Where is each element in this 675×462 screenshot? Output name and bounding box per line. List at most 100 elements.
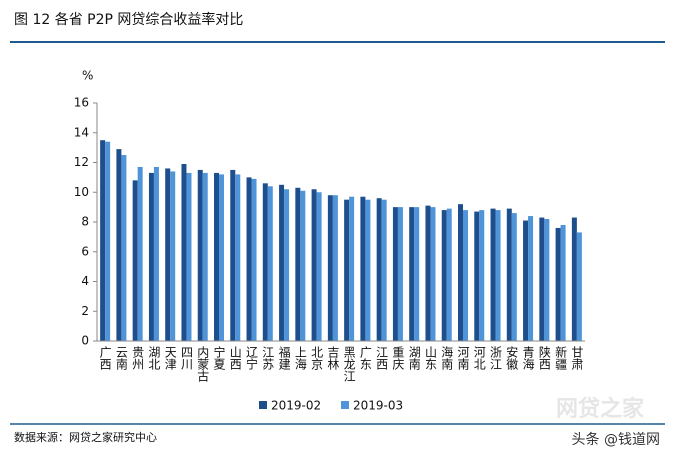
x-tick-label: 山西 bbox=[228, 346, 242, 370]
x-tick-label: 辽宁 bbox=[245, 346, 259, 370]
bar bbox=[251, 178, 257, 341]
x-tick-label: 陕西 bbox=[537, 345, 551, 370]
bar bbox=[479, 210, 485, 341]
y-tick-label: 4 bbox=[81, 274, 89, 288]
bar bbox=[430, 207, 436, 341]
bar bbox=[392, 207, 398, 341]
bar bbox=[555, 227, 561, 341]
bar bbox=[181, 163, 187, 341]
bar bbox=[495, 210, 501, 341]
bar bbox=[116, 149, 122, 341]
bar bbox=[474, 211, 480, 341]
bar bbox=[186, 172, 192, 341]
x-tick-label: 福建 bbox=[277, 345, 291, 371]
bar bbox=[279, 184, 285, 341]
bar bbox=[490, 208, 496, 341]
bar bbox=[409, 207, 415, 341]
bar bbox=[219, 174, 224, 341]
x-tick-label: 河南 bbox=[456, 346, 470, 370]
bar bbox=[153, 166, 159, 341]
bar bbox=[560, 224, 566, 341]
y-tick-label: 10 bbox=[74, 185, 89, 199]
bar bbox=[523, 220, 529, 341]
y-axis-label: % bbox=[82, 69, 93, 83]
bar bbox=[300, 190, 306, 341]
x-tick-label: 安徽 bbox=[505, 345, 519, 370]
x-tick-label: 北京 bbox=[310, 346, 324, 371]
bar bbox=[544, 219, 550, 341]
y-tick-label: 8 bbox=[81, 215, 89, 229]
bar bbox=[511, 213, 517, 341]
x-tick-label: 吉林 bbox=[326, 346, 340, 370]
x-tick-label: 海南 bbox=[440, 345, 454, 370]
bar bbox=[539, 217, 545, 341]
bar bbox=[441, 210, 447, 341]
x-tick-label: 甘肃 bbox=[570, 346, 584, 371]
y-tick-label: 0 bbox=[81, 334, 89, 348]
bar bbox=[165, 168, 171, 341]
bar bbox=[105, 141, 111, 341]
bar bbox=[284, 189, 290, 341]
watermark: 头条 @钱道网 bbox=[572, 431, 660, 448]
bar bbox=[446, 208, 452, 341]
bar bbox=[132, 180, 138, 341]
x-tick-label: 河北 bbox=[472, 346, 486, 371]
bar bbox=[463, 210, 468, 341]
legend-swatch bbox=[341, 401, 349, 409]
bar bbox=[100, 140, 106, 341]
bar bbox=[365, 199, 371, 341]
x-tick-label: 贵州 bbox=[131, 346, 145, 370]
bar bbox=[349, 196, 355, 341]
bar bbox=[381, 199, 387, 341]
x-tick-label: 江苏 bbox=[261, 346, 275, 370]
bar bbox=[414, 207, 420, 341]
x-tick-label: 新疆 bbox=[554, 345, 568, 370]
bar bbox=[246, 177, 252, 341]
x-tick-label: 重庆 bbox=[391, 346, 405, 370]
x-tick-label: 宁夏 bbox=[212, 345, 226, 370]
y-tick-label: 12 bbox=[74, 155, 89, 169]
bar bbox=[316, 192, 322, 341]
legend-label: 2019-03 bbox=[353, 399, 403, 413]
x-tick-label: 黑龙江 bbox=[342, 346, 356, 382]
bar bbox=[311, 189, 317, 341]
x-tick-label: 青海 bbox=[521, 346, 535, 370]
bar bbox=[262, 183, 268, 341]
legend-label: 2019-02 bbox=[271, 399, 321, 413]
x-tick-label: 江西 bbox=[375, 346, 389, 370]
bar bbox=[458, 204, 463, 341]
bar bbox=[571, 217, 577, 341]
watermark-logo: 网贷之家 bbox=[556, 396, 645, 422]
y-tick-label: 14 bbox=[74, 125, 89, 139]
source-note: 数据来源：网贷之家研究中心 bbox=[14, 430, 157, 444]
bar bbox=[425, 205, 431, 341]
bar bbox=[344, 199, 350, 341]
y-tick-label: 2 bbox=[81, 304, 89, 318]
x-tick-label: 山东 bbox=[423, 346, 437, 370]
bar bbox=[137, 166, 143, 341]
legend-swatch bbox=[259, 401, 267, 409]
x-tick-label: 湖南 bbox=[407, 345, 421, 370]
x-tick-label: 广西 bbox=[98, 346, 112, 370]
bar bbox=[295, 187, 301, 341]
bar bbox=[214, 172, 219, 341]
bar bbox=[360, 196, 366, 341]
bar bbox=[506, 208, 512, 341]
x-tick-label: 云南 bbox=[114, 346, 128, 370]
bar bbox=[121, 155, 127, 341]
bar bbox=[230, 169, 236, 341]
y-tick-label: 6 bbox=[81, 244, 89, 258]
x-tick-label: 内蒙古 bbox=[196, 346, 210, 382]
bar bbox=[148, 172, 154, 341]
bar bbox=[376, 198, 382, 341]
bar bbox=[528, 216, 534, 341]
bar bbox=[202, 172, 208, 341]
bar bbox=[170, 171, 176, 341]
chart-title: 图 12 各省 P2P 网贷综合收益率对比 bbox=[14, 11, 243, 28]
bar bbox=[235, 174, 241, 341]
bar bbox=[332, 195, 338, 341]
bar bbox=[267, 186, 273, 341]
bar bbox=[397, 207, 403, 341]
x-tick-label: 湖北 bbox=[147, 345, 161, 371]
x-tick-label: 广东 bbox=[358, 346, 372, 370]
